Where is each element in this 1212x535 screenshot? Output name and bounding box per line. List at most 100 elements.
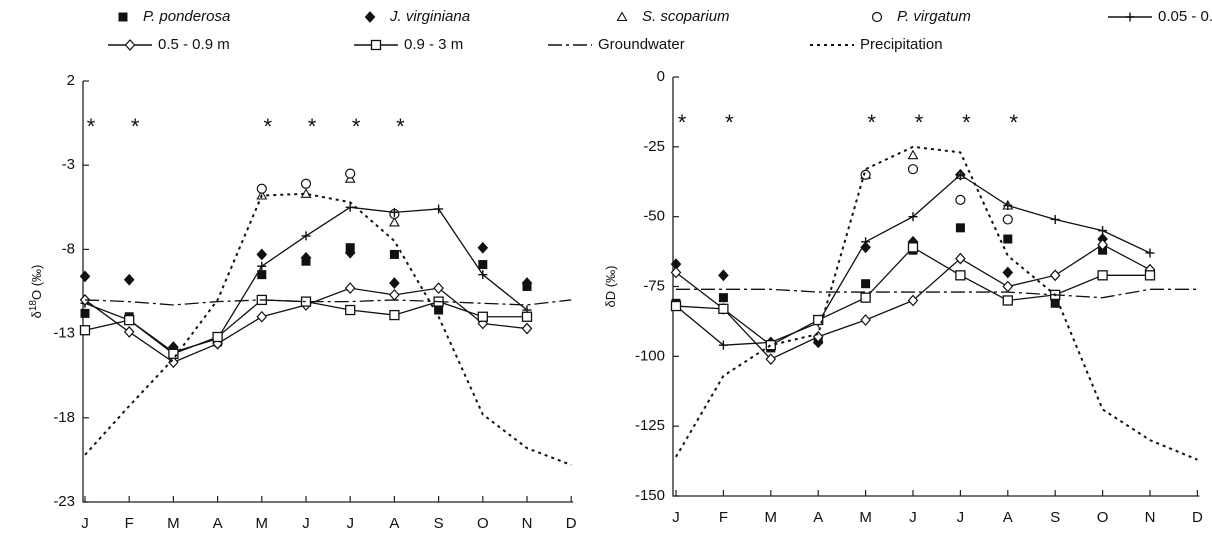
significance-mark: * (962, 110, 971, 135)
marker (124, 314, 135, 326)
legend-label: Precipitation (860, 36, 943, 53)
marker (670, 300, 682, 312)
x-tick-label: A (813, 509, 823, 526)
significance-mark: * (725, 110, 734, 135)
y-tick-label: -18 (53, 409, 75, 426)
y-tick-label: -125 (635, 417, 665, 434)
marker (1002, 280, 1014, 293)
marker (860, 169, 871, 180)
marker (955, 170, 965, 180)
marker (1003, 200, 1013, 210)
significance-mark: * (352, 114, 361, 139)
legend-marker (871, 11, 883, 23)
significance-mark: * (396, 114, 405, 139)
x-tick-label: A (1003, 509, 1013, 526)
marker (955, 223, 965, 233)
series-line (84, 206, 528, 353)
marker (477, 311, 488, 322)
marker (1097, 270, 1108, 281)
marker (389, 277, 400, 289)
marker (907, 149, 919, 160)
marker (212, 331, 223, 343)
x-tick-label: S (434, 515, 444, 532)
significance-mark: * (678, 110, 687, 135)
marker (301, 231, 311, 241)
significance-mark: * (1010, 110, 1019, 135)
significance-mark: * (264, 114, 273, 139)
y-axis-label-part: 18 (28, 300, 39, 312)
y-axis-label-part: δ (29, 311, 44, 318)
y-tick-label: -75 (643, 277, 665, 294)
marker (123, 273, 135, 286)
marker (908, 212, 918, 222)
marker (256, 183, 267, 194)
marker (521, 277, 533, 289)
x-tick-label: M (859, 509, 872, 526)
axes (672, 77, 1200, 497)
x-tick-label: J (302, 515, 310, 532)
marker (1002, 295, 1013, 306)
significance-mark: * (308, 114, 317, 139)
legend-marker (124, 39, 136, 51)
legend-label: Groundwater (598, 36, 685, 53)
marker (765, 353, 777, 366)
y-tick-label: -3 (62, 156, 75, 173)
marker (718, 269, 729, 282)
x-tick-label: J (81, 515, 89, 532)
axes (82, 81, 574, 503)
marker (344, 282, 356, 295)
legend-marker (1125, 12, 1135, 22)
x-tick-label: O (477, 515, 489, 532)
marker (907, 164, 919, 175)
significance-mark: * (867, 110, 876, 135)
marker (433, 282, 444, 295)
marker (345, 202, 355, 212)
marker (168, 356, 179, 369)
y-tick-label: -23 (53, 493, 75, 510)
marker (861, 237, 871, 247)
marker (521, 311, 533, 322)
marker (1050, 214, 1060, 224)
x-tick-label: J (672, 509, 680, 526)
y-axis-label-part: O (‰) (29, 265, 44, 300)
marker (344, 246, 356, 259)
legend-marker (370, 39, 382, 51)
marker (256, 248, 268, 261)
marker (955, 270, 966, 281)
y-axis-label: δD (‰) (603, 266, 618, 308)
marker (300, 251, 312, 264)
marker (1002, 214, 1013, 225)
marker (860, 314, 871, 326)
x-tick-label: A (389, 515, 399, 532)
series-line (675, 145, 1198, 461)
y-tick-label: -50 (643, 208, 665, 225)
marker (434, 305, 444, 315)
marker (478, 260, 488, 270)
legend-label: P. virgatum (897, 8, 971, 25)
marker (345, 304, 356, 316)
marker (861, 279, 871, 289)
marker (1003, 234, 1013, 244)
marker (1145, 248, 1155, 258)
legend-marker (118, 12, 128, 22)
marker (860, 292, 871, 303)
x-tick-label: F (125, 515, 134, 532)
marker (670, 266, 682, 279)
marker (955, 252, 966, 265)
x-tick-label: N (1145, 509, 1156, 526)
marker (389, 249, 399, 259)
x-tick-label: M (765, 509, 778, 526)
x-tick-label: N (522, 515, 533, 532)
x-tick-label: M (167, 515, 180, 532)
marker (765, 340, 776, 351)
marker (718, 340, 728, 350)
marker (1097, 238, 1108, 251)
marker (389, 288, 400, 301)
series-line (84, 299, 572, 306)
marker (521, 322, 533, 335)
x-tick-label: O (1097, 509, 1109, 526)
x-tick-label: A (213, 515, 223, 532)
legend-label: P. ponderosa (143, 8, 230, 25)
marker (345, 168, 356, 179)
marker (434, 204, 444, 214)
